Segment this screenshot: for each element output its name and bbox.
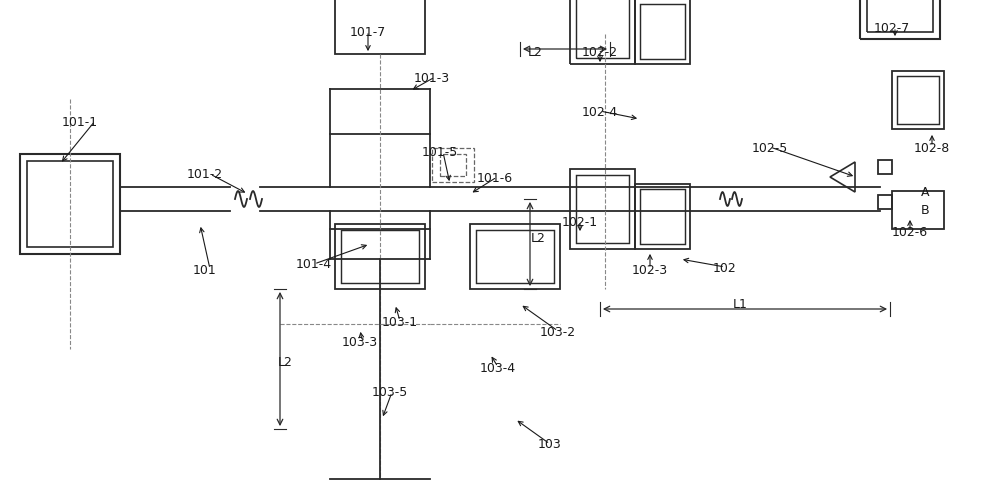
- Text: 102-5: 102-5: [752, 141, 788, 154]
- Text: L2: L2: [531, 231, 545, 244]
- Text: 102-3: 102-3: [632, 263, 668, 276]
- Text: L2: L2: [528, 46, 542, 59]
- Text: 103: 103: [538, 438, 562, 450]
- Text: B: B: [921, 203, 929, 216]
- Text: 101-6: 101-6: [477, 171, 513, 184]
- Text: 102-2: 102-2: [582, 46, 618, 59]
- Text: 103-3: 103-3: [342, 335, 378, 348]
- Text: 103-4: 103-4: [480, 361, 516, 374]
- Text: 102-6: 102-6: [892, 225, 928, 238]
- Text: 101-5: 101-5: [422, 146, 458, 159]
- Text: 103-2: 103-2: [540, 325, 576, 338]
- Text: 101-1: 101-1: [62, 115, 98, 128]
- Text: L1: L1: [733, 298, 747, 311]
- Text: 101: 101: [193, 263, 217, 276]
- Text: 102-1: 102-1: [562, 215, 598, 228]
- Text: 101-3: 101-3: [414, 71, 450, 84]
- Text: 101-2: 101-2: [187, 168, 223, 181]
- Text: 101-4: 101-4: [296, 258, 332, 271]
- Text: L2: L2: [278, 355, 292, 368]
- Text: 101-7: 101-7: [350, 26, 386, 39]
- Text: 102-4: 102-4: [582, 105, 618, 118]
- Text: 103-1: 103-1: [382, 315, 418, 328]
- Text: 103-5: 103-5: [372, 386, 408, 399]
- Text: 102-7: 102-7: [874, 22, 910, 35]
- Text: 102-8: 102-8: [914, 141, 950, 154]
- Text: A: A: [921, 185, 929, 198]
- Text: 102: 102: [713, 261, 737, 274]
